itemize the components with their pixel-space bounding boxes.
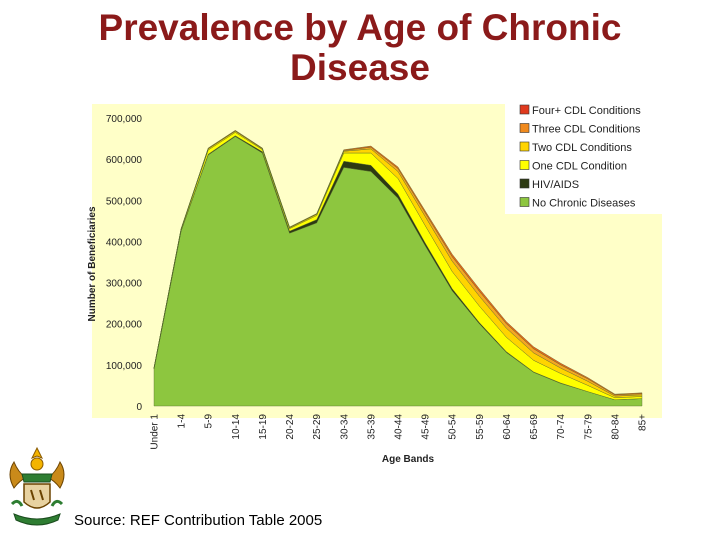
legend-swatch — [519, 160, 530, 170]
x-tick-label: 20-24 — [285, 414, 296, 440]
legend-label: Two CDL Conditions — [532, 142, 632, 154]
x-tick-label: 55-59 — [475, 414, 486, 440]
x-tick-label: 85+ — [638, 414, 649, 431]
legend-swatch — [519, 141, 530, 152]
legend-label: No Chronic Diseases — [532, 198, 636, 210]
y-tick-label: 600,000 — [106, 155, 143, 166]
y-axis-title: Number of Beneficiaries — [87, 206, 98, 321]
x-tick-label: 45-49 — [421, 414, 432, 440]
slide-title-line-1: Prevalence by Age of Chronic — [98, 7, 622, 48]
y-tick-label: 0 — [136, 402, 142, 413]
y-tick-label: 500,000 — [106, 196, 143, 207]
legend-label: HIV/AIDS — [532, 179, 579, 191]
x-tick-label: 60-64 — [502, 414, 513, 440]
coat-of-arms-icon — [9, 446, 65, 526]
y-tick-label: 400,000 — [106, 237, 143, 248]
x-tick-label: 1-4 — [177, 414, 188, 429]
x-tick-label: 80-84 — [610, 414, 621, 440]
source-note: Source: REF Contribution Table 2005 — [74, 512, 323, 529]
legend-swatch — [519, 178, 530, 189]
x-tick-label: 40-44 — [394, 414, 405, 440]
y-tick-label: 300,000 — [106, 279, 143, 290]
slide-title-line-2: Disease — [290, 47, 430, 88]
x-tick-label: Under 1 — [150, 414, 161, 450]
x-tick-label: 65-69 — [529, 414, 540, 440]
x-tick-label: 50-54 — [448, 414, 459, 440]
legend-swatch — [519, 123, 530, 133]
x-tick-label: 30-34 — [339, 414, 350, 440]
legend-label: One CDL Condition — [532, 161, 627, 173]
x-tick-label: 25-29 — [312, 414, 323, 440]
slide-title: Prevalence by Age of Chronic Disease — [0, 8, 720, 88]
y-tick-label: 200,000 — [106, 320, 143, 331]
y-tick-label: 100,000 — [106, 361, 143, 372]
x-tick-label: 70-74 — [556, 414, 567, 440]
legend-label: Three CDL Conditions — [532, 124, 641, 136]
x-tick-label: 10-14 — [231, 414, 242, 440]
y-tick-label: 700,000 — [106, 114, 143, 125]
x-axis-title: Age Bands — [382, 454, 435, 465]
x-tick-label: 5-9 — [204, 414, 215, 429]
legend-swatch — [519, 197, 530, 207]
legend-swatch — [519, 104, 530, 115]
x-tick-label: 15-19 — [258, 414, 269, 440]
series-area-four-cdl-conditions — [153, 130, 643, 396]
legend-box — [505, 100, 663, 214]
legend-label: Four+ CDL Conditions — [532, 105, 641, 117]
x-tick-label: 75-79 — [583, 414, 594, 440]
x-tick-label: 35-39 — [366, 414, 377, 440]
